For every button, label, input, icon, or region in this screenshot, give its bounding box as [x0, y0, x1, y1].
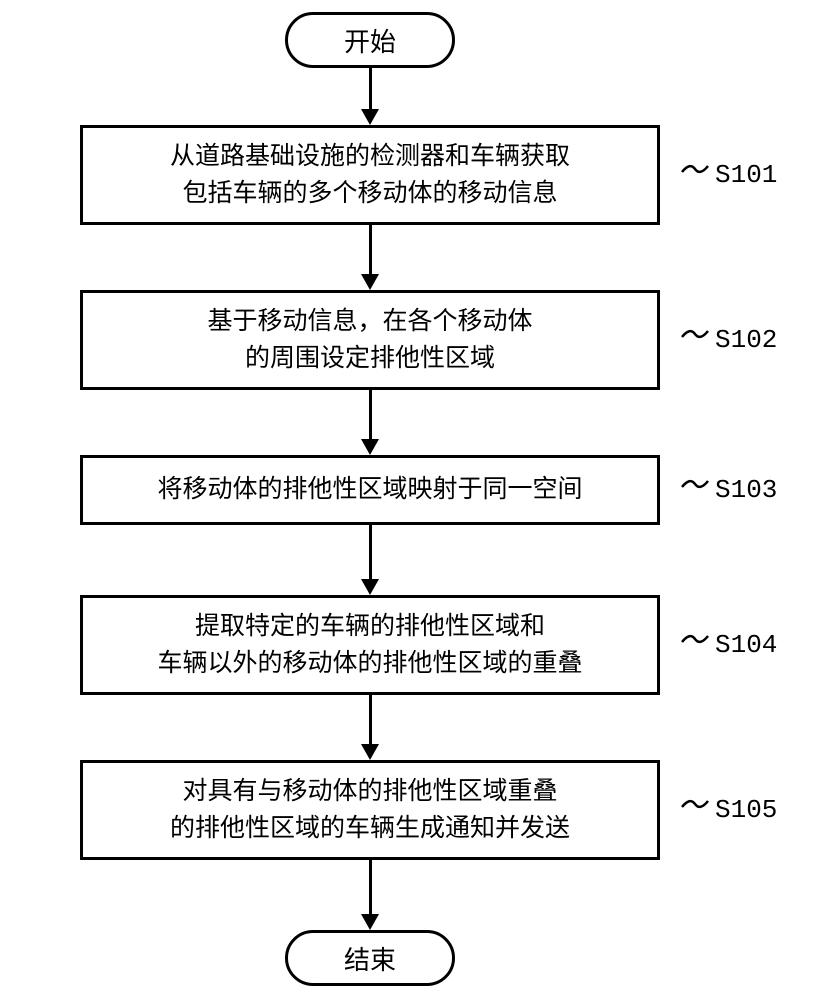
arrow-line [369, 860, 372, 914]
process-text-line: 对具有与移动体的排他性区域重叠 [182, 773, 557, 811]
arrow-head [361, 109, 379, 125]
start-label: 开始 [344, 22, 396, 59]
process-text-line: 的排他性区域的车辆生成通知并发送 [170, 810, 570, 848]
connector-tilde [680, 469, 710, 507]
connector-tilde [680, 624, 710, 662]
step-label: S104 [715, 630, 777, 660]
start-terminal: 开始 [285, 12, 455, 68]
arrow-head [361, 439, 379, 455]
process-step: 将移动体的排他性区域映射于同一空间 [80, 455, 660, 525]
arrow-head [361, 914, 379, 930]
flowchart-container: 开始 从道路基础设施的检测器和车辆获取包括车辆的多个移动体的移动信息 S101 基于… [0, 0, 836, 1000]
arrow-head [361, 579, 379, 595]
arrow-line [369, 225, 372, 274]
arrow-line [369, 525, 372, 579]
process-text-line: 车辆以外的移动体的排他性区域的重叠 [157, 645, 582, 683]
process-text-line: 包括车辆的多个移动体的移动信息 [182, 175, 557, 213]
arrow-head [361, 274, 379, 290]
step-label: S101 [715, 160, 777, 190]
end-terminal: 结束 [285, 930, 455, 986]
process-step: 基于移动信息，在各个移动体的周围设定排他性区域 [80, 290, 660, 390]
process-text-line: 提取特定的车辆的排他性区域和 [195, 608, 545, 646]
step-label: S103 [715, 475, 777, 505]
arrow-line [369, 695, 372, 744]
process-text-line: 将移动体的排他性区域映射于同一空间 [157, 471, 582, 509]
process-step: 提取特定的车辆的排他性区域和车辆以外的移动体的排他性区域的重叠 [80, 595, 660, 695]
step-label: S102 [715, 325, 777, 355]
step-label: S105 [715, 795, 777, 825]
arrow-line [369, 68, 372, 109]
end-label: 结束 [344, 940, 396, 977]
process-text-line: 基于移动信息，在各个移动体 [207, 303, 532, 341]
connector-tilde [680, 154, 710, 192]
process-step: 从道路基础设施的检测器和车辆获取包括车辆的多个移动体的移动信息 [80, 125, 660, 225]
arrow-head [361, 744, 379, 760]
arrow-line [369, 390, 372, 439]
connector-tilde [680, 319, 710, 357]
process-text-line: 从道路基础设施的检测器和车辆获取 [170, 138, 570, 176]
connector-tilde [680, 789, 710, 827]
process-text-line: 的周围设定排他性区域 [245, 340, 495, 378]
process-step: 对具有与移动体的排他性区域重叠的排他性区域的车辆生成通知并发送 [80, 760, 660, 860]
